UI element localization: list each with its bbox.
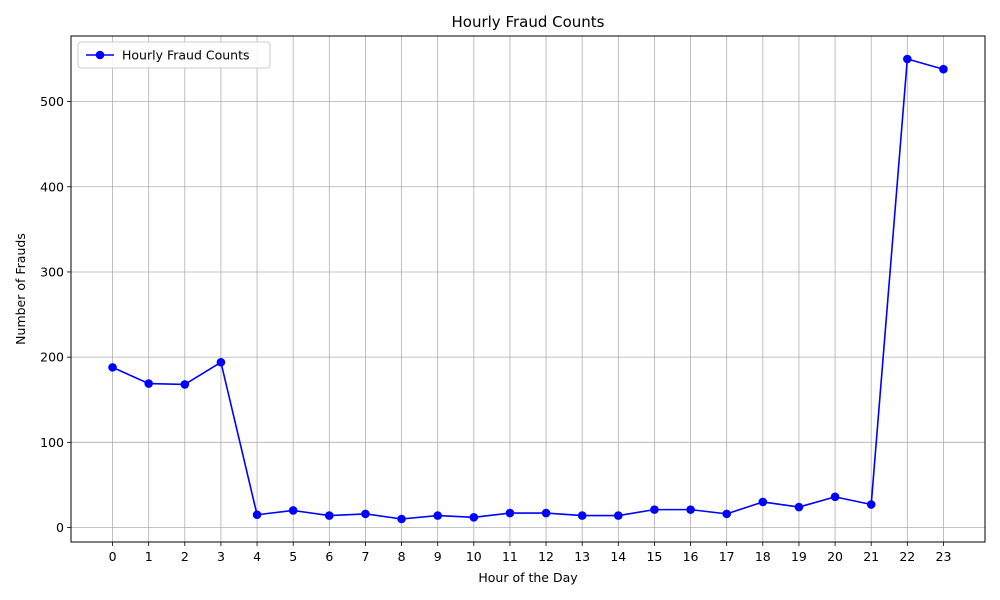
data-point (216, 357, 226, 367)
x-tick-label: 20 (827, 549, 843, 564)
x-tick-label: 0 (109, 549, 117, 564)
data-point (144, 379, 153, 388)
data-point (325, 511, 334, 520)
data-point (397, 514, 406, 524)
x-tick-label: 15 (646, 549, 662, 564)
x-tick-label: 12 (538, 549, 554, 564)
x-tick-label: 23 (936, 549, 952, 564)
legend: Hourly Fraud Counts (77, 41, 271, 69)
data-point (180, 380, 190, 389)
x-tick-label: 17 (719, 549, 735, 564)
data-point (433, 511, 442, 520)
data-point (541, 508, 551, 518)
data-point (722, 509, 731, 519)
y-axis-label: Number of Frauds (13, 233, 28, 345)
x-tick-label: 21 (863, 549, 879, 564)
x-tick-label: 18 (755, 549, 771, 564)
x-tick-label: 7 (361, 549, 369, 564)
data-point (361, 509, 370, 519)
chart-title: Hourly Fraud Counts (452, 13, 605, 31)
y-tick-label: 500 (40, 94, 64, 109)
x-tick-label: 10 (466, 549, 482, 564)
data-point (577, 511, 587, 520)
data-point (758, 497, 768, 507)
x-tick-label: 5 (289, 549, 297, 564)
legend-marker-swatch (95, 50, 105, 60)
data-point (108, 363, 117, 372)
x-tick-label: 11 (502, 549, 518, 564)
x-tick-label: 9 (434, 549, 442, 564)
x-tick-label: 14 (610, 549, 626, 564)
x-axis-ticks: 0 1 2 3 4 5 6 7 8 9 10 11 12 13 14 15 16 17 18 19 20 21 22 23 (109, 542, 952, 564)
y-tick-label: 100 (40, 435, 64, 450)
plot-frame (70, 35, 986, 543)
x-tick-label: 3 (217, 549, 225, 564)
legend-box (77, 41, 271, 69)
x-tick-label: 22 (899, 549, 915, 564)
data-point (288, 506, 298, 515)
y-tick-label: 400 (40, 179, 64, 194)
x-tick-label: 4 (253, 549, 261, 564)
x-tick-label: 19 (791, 549, 807, 564)
x-tick-label: 13 (574, 549, 590, 564)
data-point (830, 492, 840, 502)
series-group (108, 54, 948, 524)
x-tick-label: 2 (181, 549, 189, 564)
y-axis-ticks: 0 100 200 300 400 500 (40, 94, 71, 535)
data-point (686, 505, 695, 514)
data-point (252, 510, 262, 520)
data-point (505, 508, 515, 518)
y-tick-label: 0 (56, 520, 64, 535)
legend-label: Hourly Fraud Counts (122, 48, 250, 63)
data-point (614, 511, 623, 520)
x-tick-label: 1 (145, 549, 153, 564)
data-point (939, 64, 948, 74)
data-point (469, 512, 479, 522)
data-point (650, 505, 659, 514)
x-tick-label: 16 (683, 549, 699, 564)
data-point (794, 502, 804, 512)
grid (71, 36, 985, 542)
x-axis-label: Hour of the Day (478, 570, 578, 585)
y-tick-label: 300 (40, 264, 64, 279)
x-tick-label: 6 (325, 549, 333, 564)
x-tick-label: 8 (398, 549, 406, 564)
data-point (903, 54, 912, 64)
data-point (866, 500, 876, 509)
y-tick-label: 200 (40, 350, 64, 365)
series-line (112, 58, 944, 520)
